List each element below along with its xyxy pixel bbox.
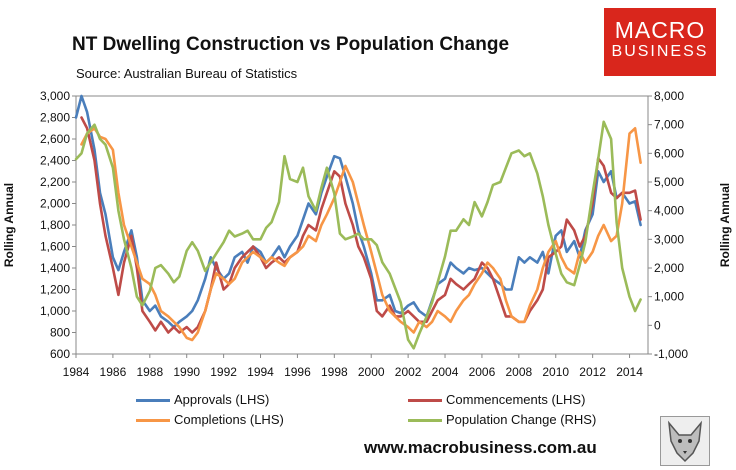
logo-bottom-text: BUSINESS xyxy=(611,43,709,60)
y-left-tick-label: 800 xyxy=(50,326,70,340)
legend-item-commencements: Commencements (LHS) xyxy=(408,392,585,407)
x-tick-label: 1998 xyxy=(321,365,348,379)
x-tick-label: 2008 xyxy=(505,365,532,379)
y-left-tick-label: 2,000 xyxy=(40,197,70,211)
legend-label-approvals: Approvals (LHS) xyxy=(174,392,270,407)
y-left-tick-label: 1,800 xyxy=(40,218,70,232)
x-tick-label: 1986 xyxy=(100,365,127,379)
x-tick-label: 2000 xyxy=(358,365,385,379)
plot-area-border xyxy=(75,95,649,355)
series-line-population-change xyxy=(74,120,642,350)
legend-swatch-completions xyxy=(136,419,170,423)
series-line-approvals xyxy=(74,94,642,329)
x-tick-label: 1988 xyxy=(136,365,163,379)
y-left-tick-label: 1,400 xyxy=(40,261,70,275)
x-tick-label: 1984 xyxy=(63,365,90,379)
legend-item-approvals: Approvals (LHS) xyxy=(136,392,269,407)
y-right-tick-label: 8,000 xyxy=(654,89,684,103)
y-left-tick-label: 1,000 xyxy=(40,304,70,318)
y-right-tick-label: 4,000 xyxy=(654,204,684,218)
x-tick-label: 2010 xyxy=(542,365,569,379)
legend-swatch-population xyxy=(408,419,442,423)
wolf-logo-icon xyxy=(660,416,710,466)
series-line-commencements xyxy=(80,116,642,334)
y-right-tick-label: 6,000 xyxy=(654,146,684,160)
y-left-tick-label: 2,200 xyxy=(40,175,70,189)
y-left-tick-label: 2,800 xyxy=(40,111,70,125)
legend-swatch-approvals xyxy=(136,399,170,403)
x-tick-label: 2002 xyxy=(395,365,422,379)
y-right-tick-label: 7,000 xyxy=(654,118,684,132)
y-right-tick-label: 5,000 xyxy=(654,175,684,189)
y-left-tick-label: 1,600 xyxy=(40,240,70,254)
legend-item-completions: Completions (LHS) xyxy=(136,412,284,427)
x-tick-label: 1994 xyxy=(247,365,274,379)
y-right-tick-label: 3,000 xyxy=(654,232,684,246)
y-left-tick-label: 2,400 xyxy=(40,154,70,168)
macrobusiness-logo: MACRO BUSINESS xyxy=(604,8,716,76)
series-line-completions xyxy=(80,127,642,342)
x-tick-label: 2006 xyxy=(469,365,496,379)
y-left-tick-label: 2,600 xyxy=(40,132,70,146)
y-right-tick-label: 0 xyxy=(654,318,661,332)
y-left-tick-label: 600 xyxy=(50,347,70,361)
logo-top-text: MACRO xyxy=(614,17,706,43)
legend-label-population: Population Change (RHS) xyxy=(446,412,597,427)
chart-subtitle: Source: Australian Bureau of Statistics xyxy=(76,66,298,81)
x-tick-label: 1996 xyxy=(284,365,311,379)
y-left-tick-label: 3,000 xyxy=(40,89,70,103)
legend-swatch-commencements xyxy=(408,399,442,403)
y-left-tick-label: 1,200 xyxy=(40,283,70,297)
y-right-tick-label: -1,000 xyxy=(654,347,688,361)
x-tick-label: 2012 xyxy=(579,365,606,379)
legend-item-population: Population Change (RHS) xyxy=(408,412,596,427)
x-tick-label: 1992 xyxy=(210,365,237,379)
legend-label-completions: Completions (LHS) xyxy=(174,412,284,427)
y-right-tick-label: 2,000 xyxy=(654,261,684,275)
x-tick-label: 2004 xyxy=(432,365,459,379)
x-tick-label: 1990 xyxy=(173,365,200,379)
legend: Approvals (LHS) Commencements (LHS) Comp… xyxy=(120,388,640,428)
chart-title: NT Dwelling Construction vs Population C… xyxy=(72,34,510,55)
legend-label-commencements: Commencements (LHS) xyxy=(446,392,586,407)
website-url: www.macrobusiness.com.au xyxy=(364,438,597,457)
x-tick-label: 2014 xyxy=(616,365,643,379)
y-right-tick-label: 1,000 xyxy=(654,290,684,304)
